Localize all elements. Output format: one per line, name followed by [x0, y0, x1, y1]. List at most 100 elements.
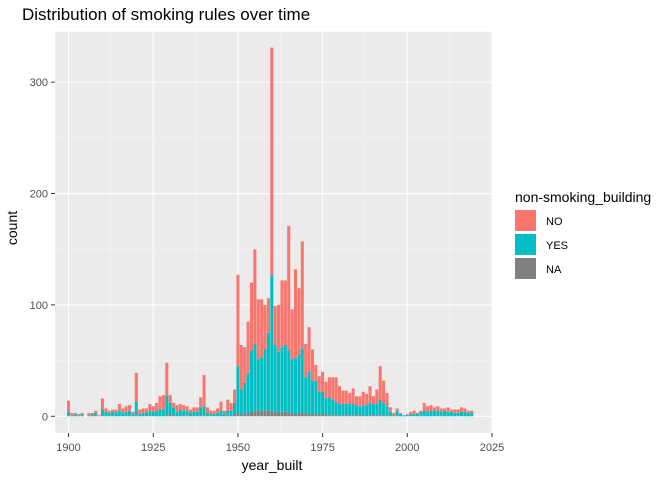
bar-na-1955 — [253, 410, 257, 417]
bar-yes-1997 — [395, 410, 399, 416]
bar-no-1973 — [314, 365, 318, 381]
bar-yes-1994 — [385, 406, 389, 416]
bar-yes-1902 — [73, 414, 77, 416]
bar-na-1974 — [317, 414, 321, 417]
bar-yes-1955 — [253, 343, 257, 411]
bar-na-1970 — [304, 412, 308, 417]
bar-na-1951 — [239, 414, 243, 417]
bar-yes-2006 — [426, 411, 430, 417]
bar-na-1931 — [172, 415, 176, 417]
bar-yes-1930 — [168, 402, 172, 415]
bar-yes-1958 — [263, 349, 267, 411]
bar-na-1957 — [260, 410, 264, 417]
y-axis: 0 100 200 300 — [30, 77, 55, 423]
bar-na-1991 — [375, 415, 379, 417]
bar-no-2011 — [443, 408, 447, 411]
bar-na-1954 — [249, 411, 254, 417]
bar-no-2001 — [409, 411, 413, 415]
y-tick-label-300: 300 — [30, 77, 48, 89]
bar-no-1914 — [114, 409, 118, 412]
bar-yes-1937 — [192, 411, 196, 417]
x-tick-label-1900: 1900 — [56, 442, 80, 454]
bar-yes-1926 — [155, 410, 159, 417]
bar-no-1930 — [168, 395, 172, 403]
bar-yes-2015 — [456, 412, 460, 417]
bar-no-1975 — [321, 371, 325, 392]
bar-no-1972 — [310, 349, 314, 381]
bar-na-1971 — [307, 414, 311, 417]
bar-yes-1920 — [134, 401, 138, 416]
bar-yes-1938 — [195, 411, 199, 417]
bar-no-1986 — [358, 396, 362, 407]
bar-no-2008 — [432, 407, 436, 411]
bar-na-1930 — [168, 414, 172, 417]
bar-yes-1970 — [304, 377, 308, 413]
bar-no-1969 — [300, 241, 304, 349]
bar-na-1966 — [290, 412, 294, 417]
bar-yes-1953 — [246, 373, 250, 413]
legend-label-yes: YES — [546, 240, 568, 252]
bar-na-1939 — [199, 415, 203, 417]
bar-no-2012 — [446, 407, 450, 412]
bar-na-1986 — [358, 415, 362, 417]
bar-no-1929 — [165, 362, 169, 396]
bar-yes-1918 — [128, 410, 132, 416]
bar-no-2018 — [466, 410, 470, 413]
bar-yes-1981 — [341, 404, 345, 416]
plot-panel — [55, 26, 493, 433]
bar-na-1900 — [67, 415, 71, 417]
x-tick-label-2025: 2025 — [480, 442, 504, 454]
bar-no-1932 — [175, 405, 179, 412]
bar-na-1956 — [256, 409, 260, 417]
bar-yes-2019 — [470, 412, 474, 417]
x-axis-label: year_built — [242, 457, 303, 473]
bar-yes-2005 — [422, 410, 426, 417]
bar-yes-1985 — [354, 405, 359, 416]
bar-yes-1968 — [297, 355, 301, 413]
bar-no-2019 — [470, 410, 474, 413]
bar-yes-1943 — [212, 414, 216, 417]
bar-no-1996 — [392, 412, 396, 416]
bar-na-1981 — [341, 415, 345, 417]
bar-na-1987 — [361, 415, 365, 417]
bar-no-1970 — [304, 343, 308, 378]
bar-no-1924 — [148, 404, 152, 411]
bar-na-1963 — [280, 411, 284, 417]
bar-no-1991 — [375, 389, 379, 405]
bar-na-1933 — [178, 415, 182, 417]
bar-yes-1991 — [375, 404, 379, 416]
bar-no-1977 — [327, 377, 331, 398]
bar-no-1987 — [361, 391, 365, 406]
bar-no-1982 — [344, 390, 348, 405]
bar-yes-1900 — [67, 411, 71, 416]
bar-yes-1992 — [378, 399, 382, 416]
bar-yes-1998 — [399, 414, 403, 417]
bar-na-1973 — [314, 414, 318, 417]
bar-yes-1923 — [144, 412, 148, 417]
bar-no-1945 — [219, 401, 223, 411]
bar-yes-2008 — [432, 410, 436, 417]
bar-no-1922 — [141, 408, 145, 413]
bar-no-2013 — [449, 409, 453, 412]
bar-na-1983 — [348, 415, 352, 417]
bar-yes-1925 — [151, 411, 155, 417]
bar-yes-1927 — [158, 409, 162, 417]
bar-na-1972 — [310, 414, 314, 417]
bar-yes-1912 — [107, 412, 111, 417]
bar-yes-1988 — [365, 405, 369, 417]
bar-no-1965 — [287, 225, 291, 351]
bar-yes-1999 — [402, 415, 406, 417]
bar-no-1907 — [90, 412, 94, 415]
bar-yes-1965 — [287, 350, 291, 412]
bar-no-1967 — [293, 269, 298, 359]
bar-yes-1990 — [371, 404, 375, 416]
bar-no-1984 — [351, 388, 355, 405]
bar-no-1994 — [385, 392, 389, 407]
bar-no-1928 — [161, 395, 165, 410]
bar-na-1940 — [202, 415, 206, 417]
bar-yes-1966 — [290, 359, 294, 413]
bar-no-1934 — [182, 405, 186, 411]
bar-no-1909 — [97, 415, 101, 417]
bar-no-1904 — [80, 412, 84, 415]
